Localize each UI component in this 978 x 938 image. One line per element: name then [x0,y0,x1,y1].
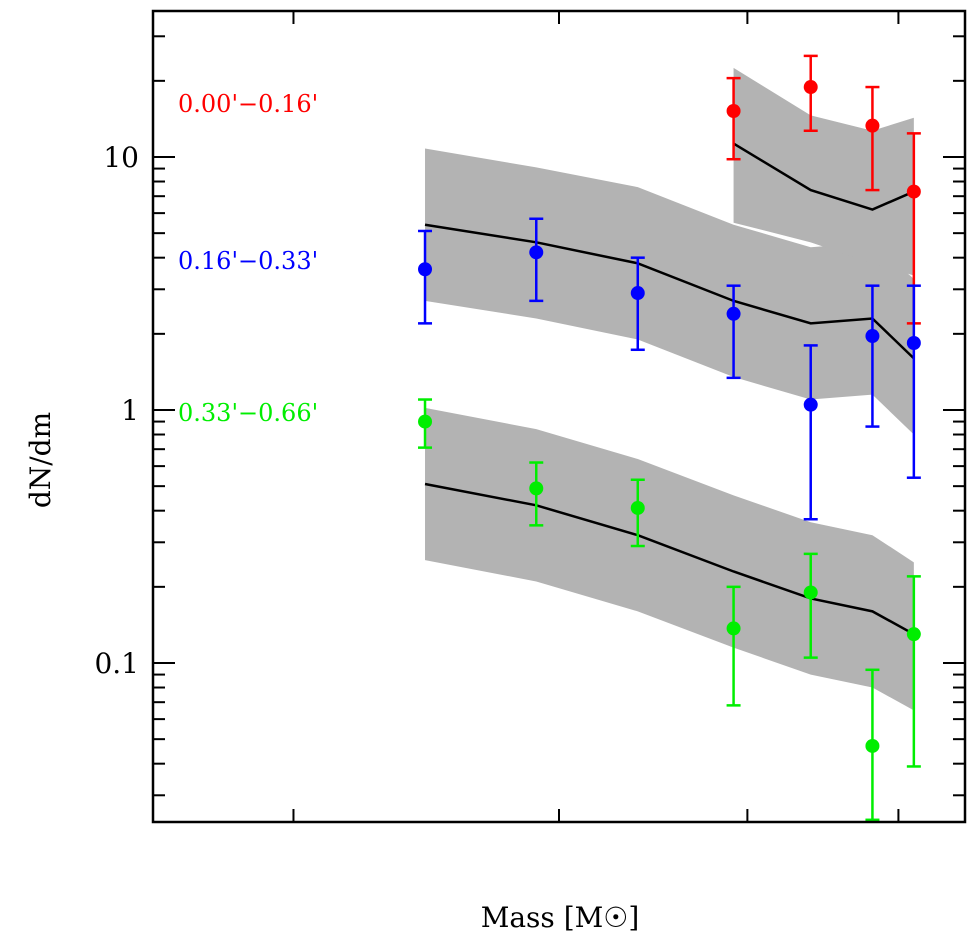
y-tick-label: 0.1 [94,647,139,680]
data-point [803,397,818,412]
y-ticks: 10 1 0.1 [94,35,965,797]
legend-label: 0.00'−0.16' [178,90,318,118]
data-point [726,103,741,118]
data-point [803,80,818,95]
legend: 0.00'−0.16' 0.16'−0.33' 0.33'−0.66' [178,90,318,427]
model-band [425,407,914,711]
y-tick-label: 10 [103,141,139,174]
y-axis-label: dN/dm [24,412,57,508]
data-point [630,286,645,301]
data-points [418,80,921,753]
y-tick-label: 1 [121,394,139,427]
data-point [630,500,645,515]
data-point [418,414,433,429]
model-band [733,67,914,276]
data-point [726,621,741,636]
legend-label: 0.16'−0.33' [178,247,318,275]
legend-label: 0.33'−0.66' [178,399,318,427]
data-point [906,184,921,199]
data-point [803,585,818,600]
data-point [418,262,433,277]
model-band [425,148,914,435]
data-point [906,627,921,642]
data-point [726,306,741,321]
model-line [732,142,915,211]
data-point [906,336,921,351]
data-point [529,245,544,260]
data-point [865,329,880,344]
x-axis-label: Mass [M☉] [481,901,640,934]
data-point [529,481,544,496]
x-ticks [292,11,900,822]
data-point [865,118,880,133]
data-point [865,738,880,753]
model-bands [425,67,914,711]
